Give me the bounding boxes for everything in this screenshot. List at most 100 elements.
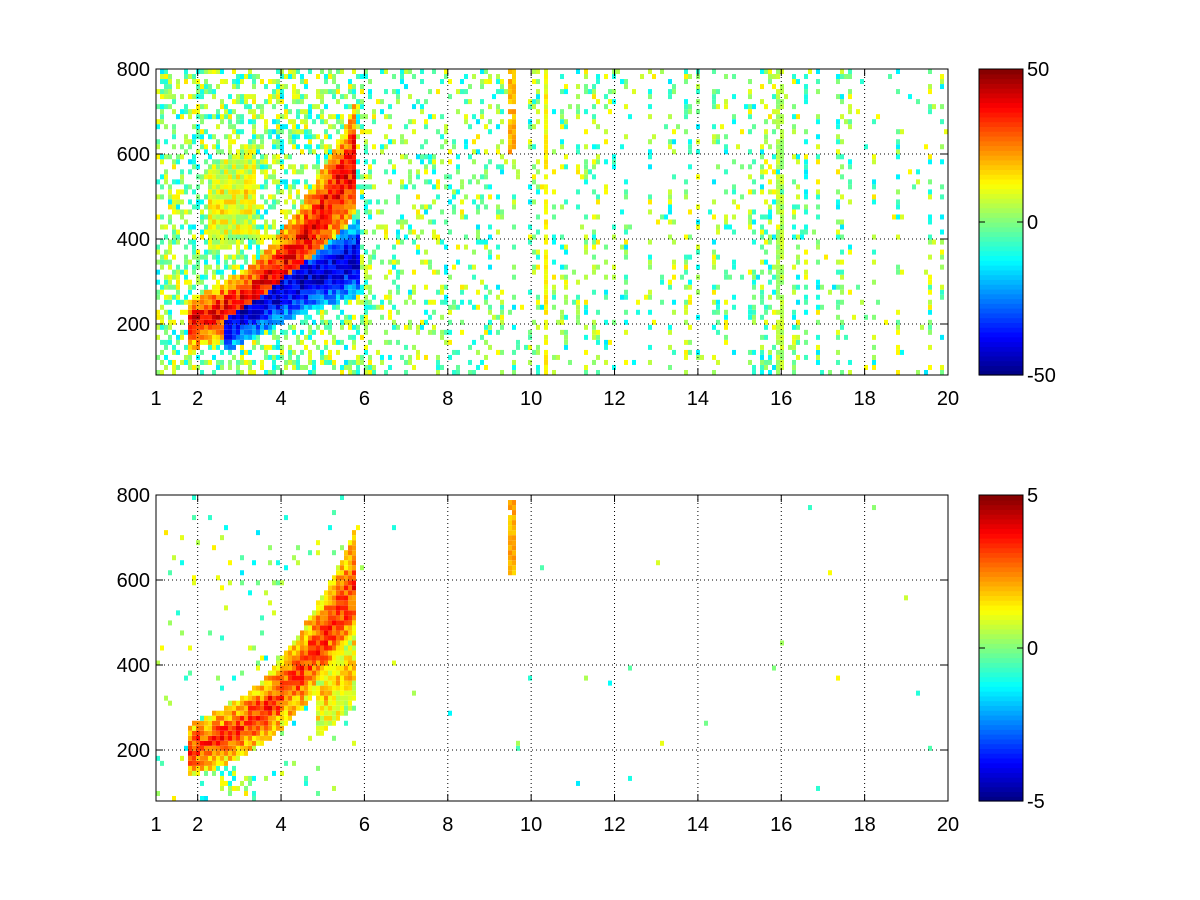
- heatmap-cell: [304, 114, 308, 120]
- heatmap-cell: [316, 179, 320, 185]
- heatmap-cell: [344, 254, 348, 260]
- heatmap-cell: [872, 279, 876, 285]
- heatmap-cell: [316, 600, 320, 606]
- heatmap-cell: [412, 74, 416, 80]
- heatmap-cell: [360, 284, 364, 290]
- colorbar-band: [979, 69, 1023, 75]
- heatmap-cell: [244, 259, 248, 265]
- heatmap-cell: [336, 219, 340, 225]
- heatmap-cell: [784, 94, 788, 100]
- heatmap-cell: [340, 254, 344, 260]
- heatmap-cell: [452, 304, 456, 310]
- heatmap-cell: [244, 234, 248, 240]
- heatmap-cell: [496, 89, 500, 95]
- heatmap-cell: [272, 770, 276, 776]
- heatmap-cell: [236, 319, 240, 325]
- heatmap-cell: [260, 735, 264, 741]
- heatmap-cell: [316, 625, 320, 631]
- heatmap-cell: [256, 705, 260, 711]
- heatmap-cell: [176, 610, 180, 616]
- colorbar-band: [979, 557, 1023, 563]
- heatmap-cell: [584, 234, 588, 240]
- heatmap-cell: [820, 284, 824, 290]
- heatmap-cell: [280, 164, 284, 170]
- heatmap-cell: [328, 670, 332, 676]
- heatmap-cell: [264, 274, 268, 280]
- heatmap-cell: [204, 299, 208, 305]
- heatmap-cell: [224, 710, 228, 716]
- heatmap-cell: [204, 720, 208, 726]
- heatmap-cell: [420, 104, 424, 110]
- heatmap-cell: [348, 610, 352, 616]
- heatmap-cell: [252, 795, 256, 801]
- heatmap-cell: [320, 695, 324, 701]
- heatmap-cell: [312, 364, 316, 370]
- heatmap-cell: [244, 790, 248, 796]
- heatmap-cell: [612, 234, 616, 240]
- heatmap-cell: [192, 249, 196, 255]
- heatmap-cell: [932, 239, 936, 245]
- heatmap-cell: [272, 259, 276, 265]
- heatmap-cell: [276, 274, 280, 280]
- heatmap-cell: [604, 344, 608, 350]
- heatmap-cell: [764, 304, 768, 310]
- heatmap-cell: [260, 314, 264, 320]
- heatmap-cell: [368, 199, 372, 205]
- heatmap-cell: [244, 269, 248, 275]
- heatmap-cell: [776, 334, 780, 340]
- heatmap-cell: [316, 705, 320, 711]
- heatmap-cell: [560, 119, 564, 125]
- heatmap-cell: [304, 249, 308, 255]
- heatmap-cell: [208, 309, 212, 315]
- heatmap-cell: [412, 344, 416, 350]
- heatmap-cell: [804, 284, 808, 290]
- y-tick-label: 800: [117, 485, 150, 507]
- heatmap-cell: [752, 309, 756, 315]
- heatmap-cell: [456, 369, 460, 375]
- heatmap-cell: [776, 94, 780, 100]
- heatmap-cell: [300, 685, 304, 691]
- heatmap-cell: [200, 214, 204, 220]
- heatmap-cell: [196, 279, 200, 285]
- heatmap-cell: [168, 334, 172, 340]
- heatmap-cell: [276, 134, 280, 140]
- heatmap-cell: [352, 575, 356, 581]
- heatmap-cell: [280, 279, 284, 285]
- heatmap-cell: [488, 104, 492, 110]
- heatmap-cell: [536, 89, 540, 95]
- heatmap-cell: [764, 359, 768, 365]
- heatmap-cell: [792, 114, 796, 120]
- heatmap-cell: [796, 339, 800, 345]
- heatmap-cell: [284, 169, 288, 175]
- heatmap-cell: [292, 655, 296, 661]
- heatmap-cell: [336, 229, 340, 235]
- colorbar-band: [979, 164, 1023, 171]
- heatmap-cell: [472, 264, 476, 270]
- heatmap-cell: [216, 234, 220, 240]
- heatmap-cell: [816, 334, 820, 340]
- heatmap-cell: [444, 339, 448, 345]
- heatmap-cell: [252, 775, 256, 781]
- heatmap-cell: [352, 550, 356, 556]
- heatmap-cell: [304, 179, 308, 185]
- heatmap-cell: [352, 560, 356, 566]
- heatmap-cell: [220, 720, 224, 726]
- heatmap-cell: [312, 685, 316, 691]
- heatmap-cell: [272, 354, 276, 360]
- heatmap-cell: [256, 229, 260, 235]
- heatmap-cell: [240, 289, 244, 295]
- heatmap-cell: [328, 149, 332, 155]
- heatmap-cell: [348, 214, 352, 220]
- heatmap-cell: [332, 249, 336, 255]
- heatmap-cell: [624, 289, 628, 295]
- heatmap-cell: [300, 665, 304, 671]
- heatmap-cell: [212, 219, 216, 225]
- heatmap-cell: [424, 99, 428, 105]
- heatmap-cell: [304, 630, 308, 636]
- heatmap-cell: [336, 189, 340, 195]
- heatmap-cell: [228, 119, 232, 125]
- heatmap-cell: [780, 279, 784, 285]
- heatmap-cell: [252, 700, 256, 706]
- heatmap-cell: [200, 750, 204, 756]
- heatmap-cell: [324, 119, 328, 125]
